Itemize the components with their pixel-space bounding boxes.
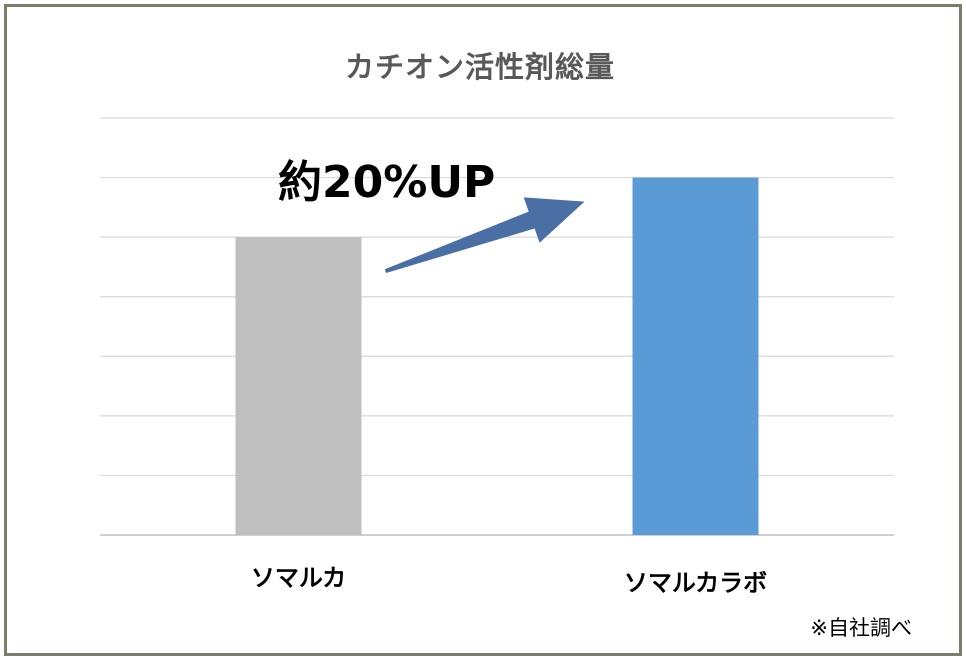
category-label-somaruka-labo: ソマルカラボ bbox=[623, 569, 768, 597]
source-note: ※自社調べ bbox=[810, 616, 912, 640]
gridlines bbox=[100, 117, 894, 536]
growth-arrow-shape bbox=[384, 197, 585, 273]
category-label-somaruka: ソマルカ bbox=[250, 564, 347, 592]
increase-annotation: 約20%UP bbox=[278, 157, 496, 208]
bars bbox=[235, 177, 759, 536]
bar-1 bbox=[632, 177, 759, 536]
growth-arrow bbox=[384, 197, 585, 273]
bar-0 bbox=[235, 237, 362, 535]
chart-title: カチオン活性剤総量 bbox=[344, 50, 615, 84]
chart-frame bbox=[4, 4, 962, 656]
